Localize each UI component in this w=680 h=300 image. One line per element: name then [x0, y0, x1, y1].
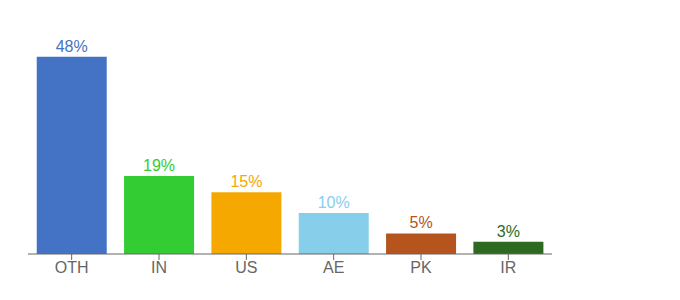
svg-text:PK: PK: [410, 259, 432, 276]
svg-text:3%: 3%: [497, 223, 520, 240]
svg-text:48%: 48%: [56, 38, 88, 55]
svg-text:OTH: OTH: [55, 259, 89, 276]
svg-text:IN: IN: [151, 259, 167, 276]
svg-text:10%: 10%: [318, 194, 350, 211]
svg-text:19%: 19%: [143, 157, 175, 174]
svg-text:IR: IR: [500, 259, 516, 276]
svg-text:5%: 5%: [410, 214, 433, 231]
svg-text:AE: AE: [323, 259, 344, 276]
svg-text:US: US: [235, 259, 257, 276]
svg-text:15%: 15%: [230, 173, 262, 190]
